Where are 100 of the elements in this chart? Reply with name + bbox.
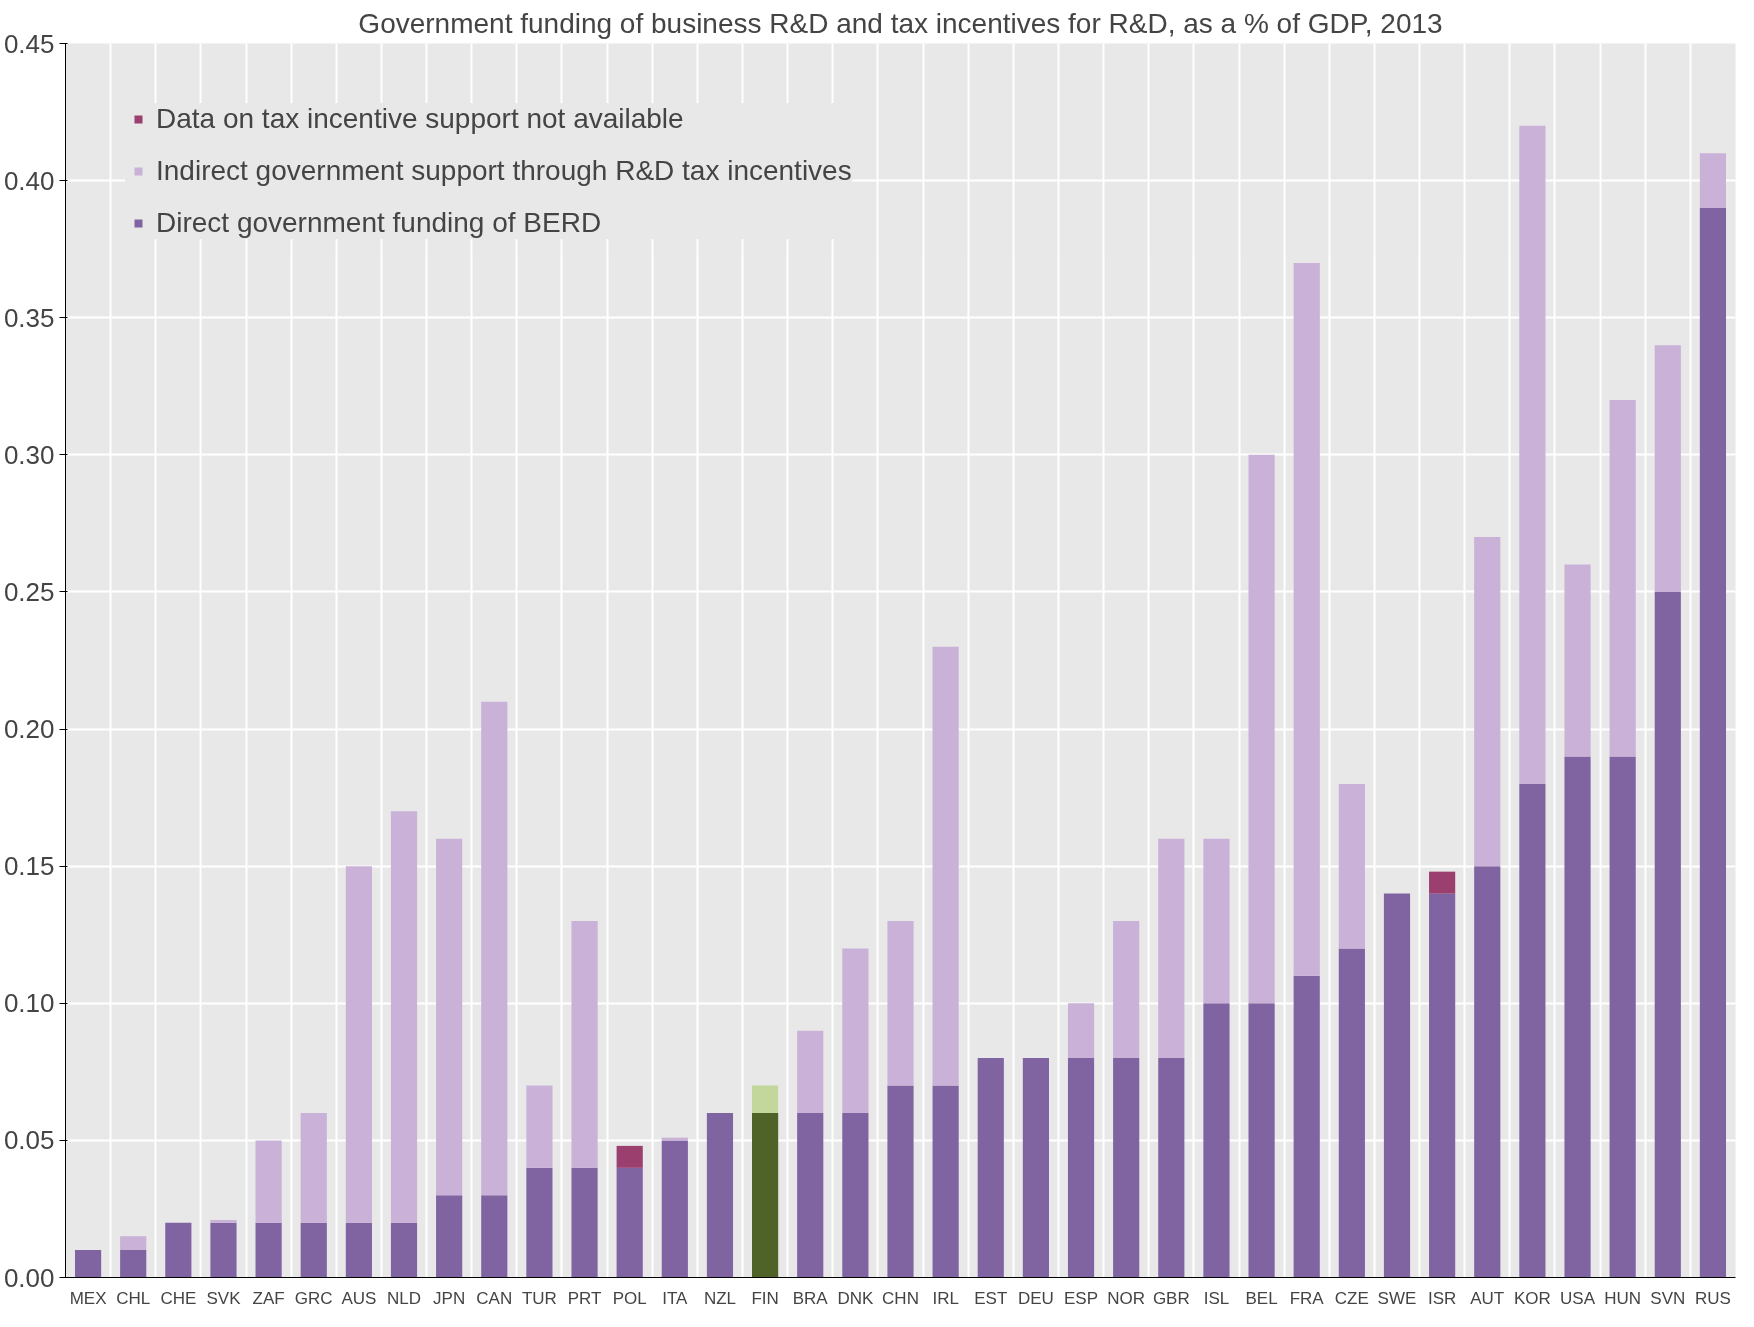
bar: [571, 921, 598, 1168]
x-tick-label: KOR: [1513, 1288, 1551, 1308]
bar: [1338, 948, 1365, 1278]
bar: [1338, 783, 1365, 949]
y-tick-label: 0.00: [3, 1262, 55, 1293]
bar: [706, 1112, 734, 1278]
bar: [1519, 783, 1546, 1278]
x-tick-label: SVN: [1650, 1288, 1686, 1308]
x-tick-label: CHN: [882, 1288, 919, 1308]
bar: [1158, 838, 1185, 1059]
bar: [842, 948, 869, 1113]
bar: [1248, 1003, 1275, 1278]
bar: [481, 1195, 508, 1278]
x-tick-label: AUT: [1470, 1288, 1505, 1308]
bar: [1383, 893, 1411, 1278]
y-tick-label: 0.40: [3, 165, 55, 196]
bar: [887, 1085, 914, 1278]
x-tick-label: GRC: [294, 1288, 333, 1308]
bar: [1293, 975, 1320, 1278]
bar: [1203, 838, 1230, 1004]
y-tick-label: 0.20: [3, 714, 55, 745]
bar: [436, 1195, 463, 1278]
x-tick-label: ISR: [1427, 1288, 1457, 1308]
x-tick-label: ZAF: [252, 1288, 285, 1308]
x-tick-label: TUR: [521, 1288, 557, 1308]
bar: [436, 838, 463, 1196]
bar: [752, 1112, 779, 1278]
bar: [1654, 591, 1681, 1278]
bar: [797, 1112, 824, 1278]
bar: [1429, 893, 1456, 1278]
bar: [1113, 921, 1140, 1059]
x-tick-label: NLD: [387, 1288, 422, 1308]
x-tick-label: JPN: [433, 1288, 466, 1308]
x-tick-label: RUS: [1694, 1288, 1731, 1308]
bar: [797, 1030, 824, 1113]
bar: [1113, 1058, 1140, 1278]
x-tick-label: USA: [1560, 1288, 1596, 1308]
bar: [616, 1167, 643, 1278]
bar: [977, 1058, 1004, 1278]
y-tick-label: 0.05: [3, 1125, 55, 1156]
bar: [1564, 756, 1591, 1278]
chart-title: Government funding of business R&D and tax incentives for R&D, as a % of GDP, 2013: [358, 7, 1443, 39]
legend-label: Data on tax incentive support not available: [156, 103, 684, 135]
x-tick-label: PRT: [567, 1288, 602, 1308]
bar: [932, 646, 959, 1086]
bar: [390, 1222, 418, 1278]
bar: [1203, 1003, 1230, 1278]
bar: [1067, 1003, 1095, 1059]
x-tick-label: NZL: [703, 1288, 737, 1308]
bar: [526, 1085, 553, 1168]
x-tick-label: GBR: [1152, 1288, 1190, 1308]
bar: [74, 1250, 102, 1278]
bar: [1022, 1058, 1049, 1278]
bar: [661, 1140, 688, 1278]
x-tick-label: ESP: [1064, 1288, 1099, 1308]
bar: [1158, 1058, 1185, 1278]
bar: [210, 1219, 237, 1223]
bar: [932, 1085, 959, 1278]
bar: [887, 921, 914, 1086]
bar: [1519, 125, 1546, 784]
bar: [165, 1222, 192, 1278]
bar: [1564, 564, 1591, 757]
bar: [1429, 871, 1456, 894]
y-tick-label: 0.30: [3, 439, 55, 470]
y-tick-label: 0.35: [3, 302, 55, 333]
bar: [120, 1250, 147, 1278]
x-tick-label: EST: [974, 1288, 1008, 1308]
x-tick-label: BEL: [1245, 1288, 1278, 1308]
bar: [1067, 1058, 1095, 1278]
x-tick-label: NOR: [1107, 1288, 1146, 1308]
bar: [300, 1112, 327, 1223]
x-tick-label: IRL: [932, 1288, 959, 1308]
x-tick-label: CZE: [1334, 1288, 1369, 1308]
bar: [616, 1145, 643, 1168]
x-tick-label: SWE: [1377, 1288, 1417, 1308]
x-tick-label: HUN: [1604, 1288, 1642, 1308]
y-tick-label: 0.25: [3, 576, 55, 607]
x-tick-label: DNK: [837, 1288, 874, 1308]
legend-label: Indirect government support through R&D tax incentives: [156, 155, 852, 187]
x-tick-label: ISL: [1203, 1288, 1230, 1308]
x-tick-label: BRA: [792, 1288, 829, 1308]
bar: [1609, 756, 1636, 1278]
x-tick-label: POL: [612, 1288, 647, 1308]
legend-label: Direct government funding of BERD: [156, 207, 602, 239]
x-tick-label: FIN: [751, 1288, 779, 1308]
x-tick-label: CHE: [160, 1288, 197, 1308]
x-tick-label: ITA: [662, 1288, 689, 1308]
bar: [1654, 345, 1681, 592]
bar: [1699, 153, 1727, 209]
bar: [255, 1222, 282, 1278]
x-tick-label: MEX: [69, 1288, 107, 1308]
bar: [1474, 537, 1501, 867]
y-tick-label: 0.10: [3, 988, 55, 1019]
x-tick-label: DEU: [1017, 1288, 1054, 1308]
bar: [1293, 262, 1320, 976]
bar: [255, 1140, 282, 1223]
x-tick-label: CAN: [476, 1288, 513, 1308]
x-tick-label: AUS: [341, 1288, 377, 1308]
bar: [481, 701, 508, 1196]
bar: [1699, 208, 1727, 1278]
